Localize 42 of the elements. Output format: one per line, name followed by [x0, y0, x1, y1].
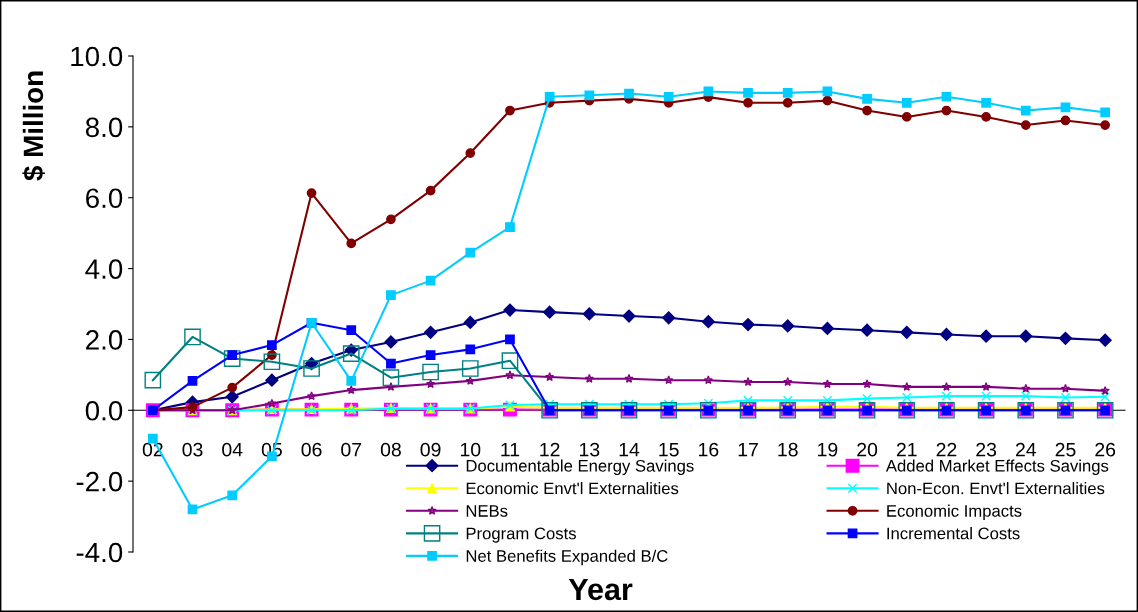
x-tick-label: 26 — [1095, 442, 1116, 457]
legend-label: Documentable Energy Savings — [466, 459, 694, 476]
x-tick-label: 07 — [341, 442, 362, 457]
x-tick-label: 25 — [1055, 442, 1076, 457]
legend-label: Economic Envt'l Externalities — [466, 482, 679, 495]
x-tick-label: 21 — [896, 442, 917, 457]
x-tick-label: 13 — [579, 442, 600, 457]
x-tick-label: 14 — [619, 442, 640, 457]
x-tick-label: 24 — [1015, 442, 1037, 457]
x-tick-label: 12 — [540, 442, 560, 457]
x-tick-label: 17 — [738, 442, 758, 457]
x-tick-label: 09 — [420, 442, 441, 457]
x-axis-title: Year — [568, 578, 633, 601]
x-tick-label: 15 — [659, 442, 679, 457]
legend-label: Incremental Costs — [887, 527, 1020, 540]
x-tick-label: 11 — [501, 442, 520, 457]
legend-label: Non-Econ. Envt'l Externalities — [887, 482, 1105, 495]
y-axis-title: $ Million — [22, 71, 45, 181]
y-tick-label: 6.0 — [86, 188, 123, 209]
legend-label: Program Costs — [466, 527, 576, 543]
y-tick-label: -2.0 — [76, 471, 123, 492]
legend-label: NEBs — [466, 505, 508, 517]
x-tick-label: 03 — [182, 442, 203, 457]
x-tick-label: 19 — [818, 442, 838, 457]
y-tick-label: 4.0 — [85, 259, 123, 279]
x-tick-label: 22 — [936, 442, 957, 457]
x-tick-label: 18 — [778, 442, 798, 457]
x-tick-label: 06 — [301, 442, 322, 457]
y-tick-label: 2.0 — [86, 330, 123, 350]
y-tick-label: 0.0 — [85, 400, 123, 421]
x-tick-label: 20 — [857, 442, 878, 457]
y-tick-label: 8.0 — [85, 117, 123, 138]
x-tick-label: 10 — [460, 442, 481, 457]
x-tick-label: 08 — [380, 442, 401, 457]
legend-label: Economic Impacts — [887, 504, 1022, 521]
x-tick-label: 04 — [222, 442, 243, 457]
x-tick-label: 16 — [699, 442, 719, 457]
y-tick-label: 10.0 — [71, 46, 123, 67]
legend-label: Added Market Effects Savings — [885, 459, 1109, 476]
y-tick-label: -4.0 — [76, 542, 123, 563]
legend-label: Net Benefits Expanded B/C — [466, 549, 668, 566]
x-tick-label: 23 — [976, 442, 997, 457]
